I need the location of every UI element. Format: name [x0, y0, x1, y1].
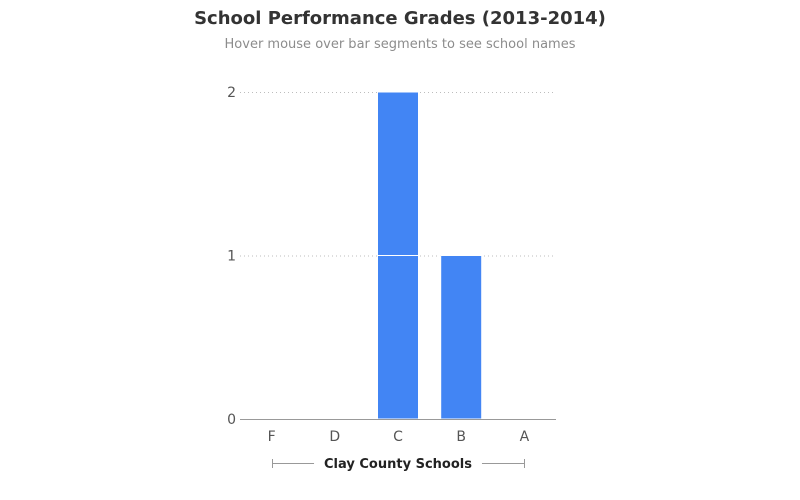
x-tick-label-B: B [456, 429, 466, 445]
chart-title: School Performance Grades (2013-2014) [194, 8, 606, 29]
gridlines [240, 92, 556, 257]
y-tick-labels: 0 1 2 [227, 85, 236, 428]
x-tick-label-F: F [268, 429, 276, 445]
x-axis-label: Clay County Schools [324, 457, 472, 472]
bar-series [377, 91, 483, 420]
bar-segment-C-1[interactable] [377, 91, 419, 256]
y-tick-label-1: 1 [227, 249, 236, 265]
chart-subtitle: Hover mouse over bar segments to see sch… [224, 37, 576, 52]
x-tick-label-D: D [329, 429, 340, 445]
y-tick-label-2: 2 [227, 85, 236, 101]
x-axis-label-group: Clay County Schools [272, 457, 525, 472]
bar-segment-B-0[interactable] [440, 255, 483, 420]
x-tick-label-C: C [393, 429, 403, 445]
y-tick-label-0: 0 [227, 412, 236, 428]
bar-segment-C-0[interactable] [377, 255, 419, 420]
x-tick-label-A: A [520, 429, 530, 445]
